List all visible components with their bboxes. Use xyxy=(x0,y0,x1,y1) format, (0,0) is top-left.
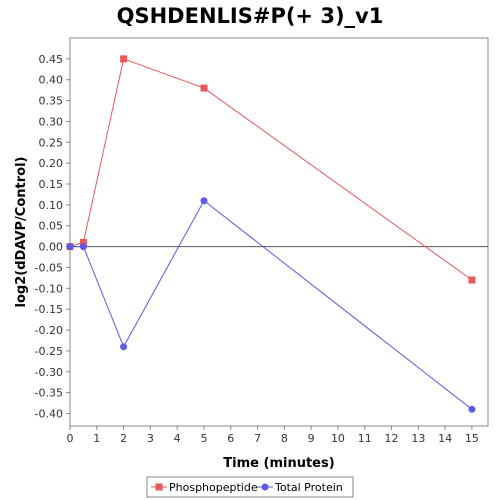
y-tick-label: -0.40 xyxy=(35,407,63,420)
y-tick-label: -0.05 xyxy=(35,261,63,274)
y-tick-label: -0.35 xyxy=(35,387,63,400)
x-tick-label: 7 xyxy=(254,432,261,445)
chart-title: QSHDENLIS#P(+ 3)_v1 xyxy=(116,4,384,28)
y-tick-label: 0.40 xyxy=(39,74,64,87)
x-tick-label: 5 xyxy=(200,432,207,445)
data-point xyxy=(468,405,476,413)
x-tick-label: 3 xyxy=(147,432,154,445)
y-tick-label: 0.00 xyxy=(39,241,64,254)
y-tick-label: 0.45 xyxy=(39,53,64,66)
x-tick-label: 2 xyxy=(120,432,127,445)
x-tick-label: 6 xyxy=(227,432,234,445)
x-tick-label: 13 xyxy=(411,432,425,445)
x-tick-label: 4 xyxy=(174,432,181,445)
y-tick-label: 0.05 xyxy=(39,220,64,233)
y-axis-title: log2(dDAVP/Control) xyxy=(14,157,29,308)
plot-area xyxy=(69,37,489,427)
y-tick-label: 0.35 xyxy=(39,95,64,108)
legend-marker-circle xyxy=(261,483,269,491)
y-tick-label: 0.25 xyxy=(39,136,64,149)
x-tick-label: 8 xyxy=(281,432,288,445)
x-tick-label: 11 xyxy=(358,432,372,445)
data-point xyxy=(79,243,87,251)
x-tick-label: 0 xyxy=(67,432,74,445)
data-point xyxy=(120,343,128,351)
y-tick-label: 0.20 xyxy=(39,157,64,170)
x-tick-label: 1 xyxy=(93,432,100,445)
y-tick-label: 0.15 xyxy=(39,178,64,191)
legend xyxy=(146,476,354,498)
y-tick-label: -0.20 xyxy=(35,324,63,337)
y-tick-label: -0.25 xyxy=(35,345,63,358)
x-tick-label: 9 xyxy=(308,432,315,445)
y-tick-label: 0.30 xyxy=(39,115,64,128)
y-tick-label: -0.10 xyxy=(35,282,63,295)
y-tick-label: 0.10 xyxy=(39,199,64,212)
data-point xyxy=(468,276,476,284)
y-tick-label: -0.30 xyxy=(35,366,63,379)
data-point xyxy=(120,55,128,63)
x-tick-label: 12 xyxy=(385,432,399,445)
x-tick-label: 10 xyxy=(331,432,345,445)
data-point xyxy=(66,243,74,251)
data-point xyxy=(79,238,87,246)
x-axis-title: Time (minutes) xyxy=(223,456,334,471)
x-tick-label: 14 xyxy=(438,432,452,445)
legend-marker-square xyxy=(155,483,163,491)
data-point xyxy=(200,197,208,205)
x-tick-label: 15 xyxy=(465,432,479,445)
legend-label: Total Protein xyxy=(274,481,343,494)
y-tick-label: -0.15 xyxy=(35,303,63,316)
legend-label: Phosphopeptide xyxy=(169,481,258,494)
data-point xyxy=(200,84,208,92)
